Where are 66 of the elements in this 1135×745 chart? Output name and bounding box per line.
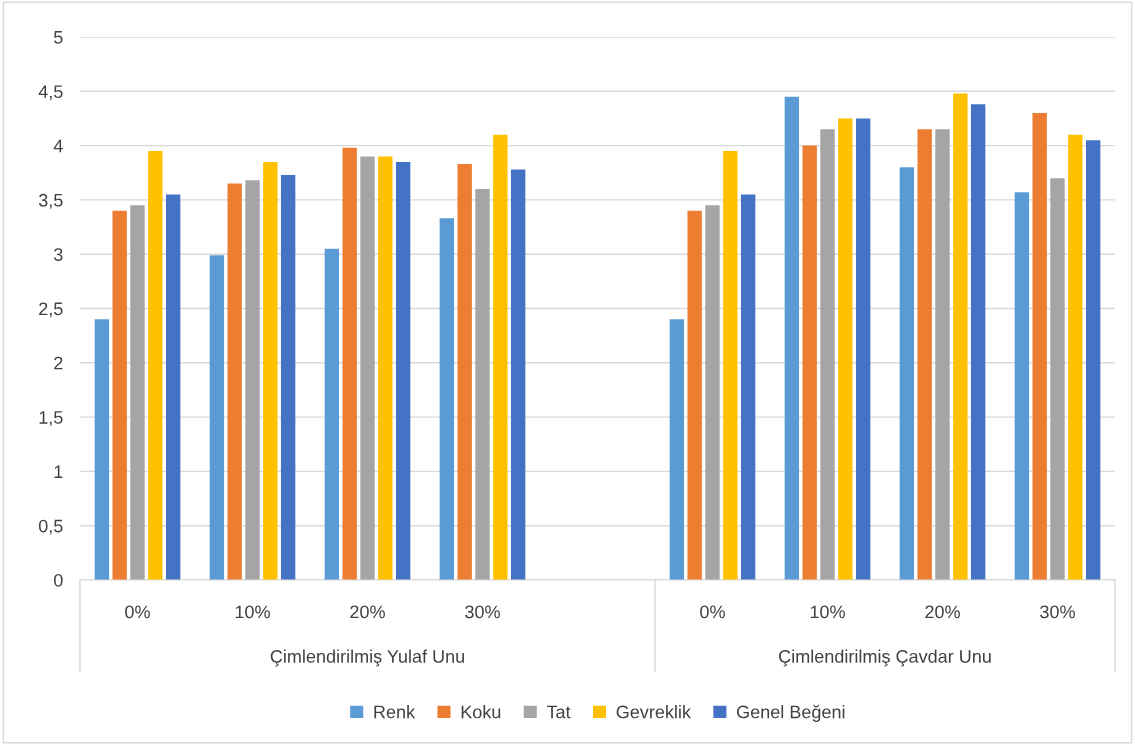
y-tick-label: 0,5 xyxy=(38,519,63,535)
bar xyxy=(130,205,145,580)
legend-label: Tat xyxy=(546,705,571,719)
y-tick-label: 3 xyxy=(53,248,63,261)
bar xyxy=(342,147,357,580)
bar xyxy=(475,189,490,580)
x-tick-label: 20% xyxy=(925,605,960,619)
legend-label: Renk xyxy=(374,705,416,719)
y-tick-label: 1,5 xyxy=(39,411,63,426)
bar xyxy=(1014,192,1030,580)
legend-label: Koku xyxy=(461,705,501,719)
bar xyxy=(970,104,986,580)
legend-label: Gevreklik xyxy=(616,705,692,719)
y-tick-label: 1 xyxy=(54,465,63,478)
bar xyxy=(1050,178,1065,580)
y-tick-label: 5 xyxy=(54,31,63,44)
x-tick-label: 20% xyxy=(350,605,385,619)
bar xyxy=(899,167,915,580)
bar xyxy=(740,194,756,580)
bar xyxy=(935,129,950,580)
y-tick-label: 3,5 xyxy=(38,193,63,209)
y-tick-label: 2 xyxy=(54,356,63,370)
text: Çimlendirilmiş Yulaf Unu xyxy=(270,649,464,667)
bar xyxy=(439,218,455,580)
y-tick-label: 4 xyxy=(53,139,63,153)
bar xyxy=(820,129,835,580)
bar xyxy=(245,180,260,580)
bar xyxy=(687,210,702,580)
y-tick-label: 0 xyxy=(54,573,63,587)
y-tick-label: 2,5 xyxy=(39,302,63,318)
bar xyxy=(165,194,181,580)
bar xyxy=(838,118,853,580)
bar xyxy=(1085,140,1101,580)
bar xyxy=(148,151,163,580)
bar xyxy=(360,156,375,580)
bar xyxy=(263,161,278,580)
bar xyxy=(1068,134,1083,580)
bar xyxy=(784,96,800,580)
bar xyxy=(457,164,472,580)
bar xyxy=(280,174,296,580)
bar xyxy=(705,205,720,580)
bar xyxy=(112,210,127,580)
bar xyxy=(855,118,871,580)
x-tick-label: 0% xyxy=(125,605,150,619)
legend-label: Genel Beğeni xyxy=(737,704,845,722)
bar xyxy=(723,151,738,580)
bar xyxy=(209,255,225,580)
x-tick-label: 10% xyxy=(235,605,270,619)
text: Çimlendirilmiş Çavdar Unu xyxy=(779,649,991,667)
bar xyxy=(510,169,526,580)
bar xyxy=(669,319,685,580)
bar xyxy=(378,156,393,580)
x-tick-label: 10% xyxy=(810,605,845,619)
x-tick-label: 30% xyxy=(465,605,500,619)
y-tick-label: 4,5 xyxy=(38,85,63,101)
bar xyxy=(953,93,968,580)
bar xyxy=(917,129,932,580)
bar xyxy=(1032,113,1047,580)
bar xyxy=(94,319,110,580)
bar xyxy=(324,248,340,580)
x-tick-label: 30% xyxy=(1040,605,1075,619)
bar xyxy=(802,145,817,580)
x-tick-label: 0% xyxy=(700,605,725,619)
bar xyxy=(395,161,411,580)
bar xyxy=(493,134,508,580)
bar xyxy=(227,183,242,580)
